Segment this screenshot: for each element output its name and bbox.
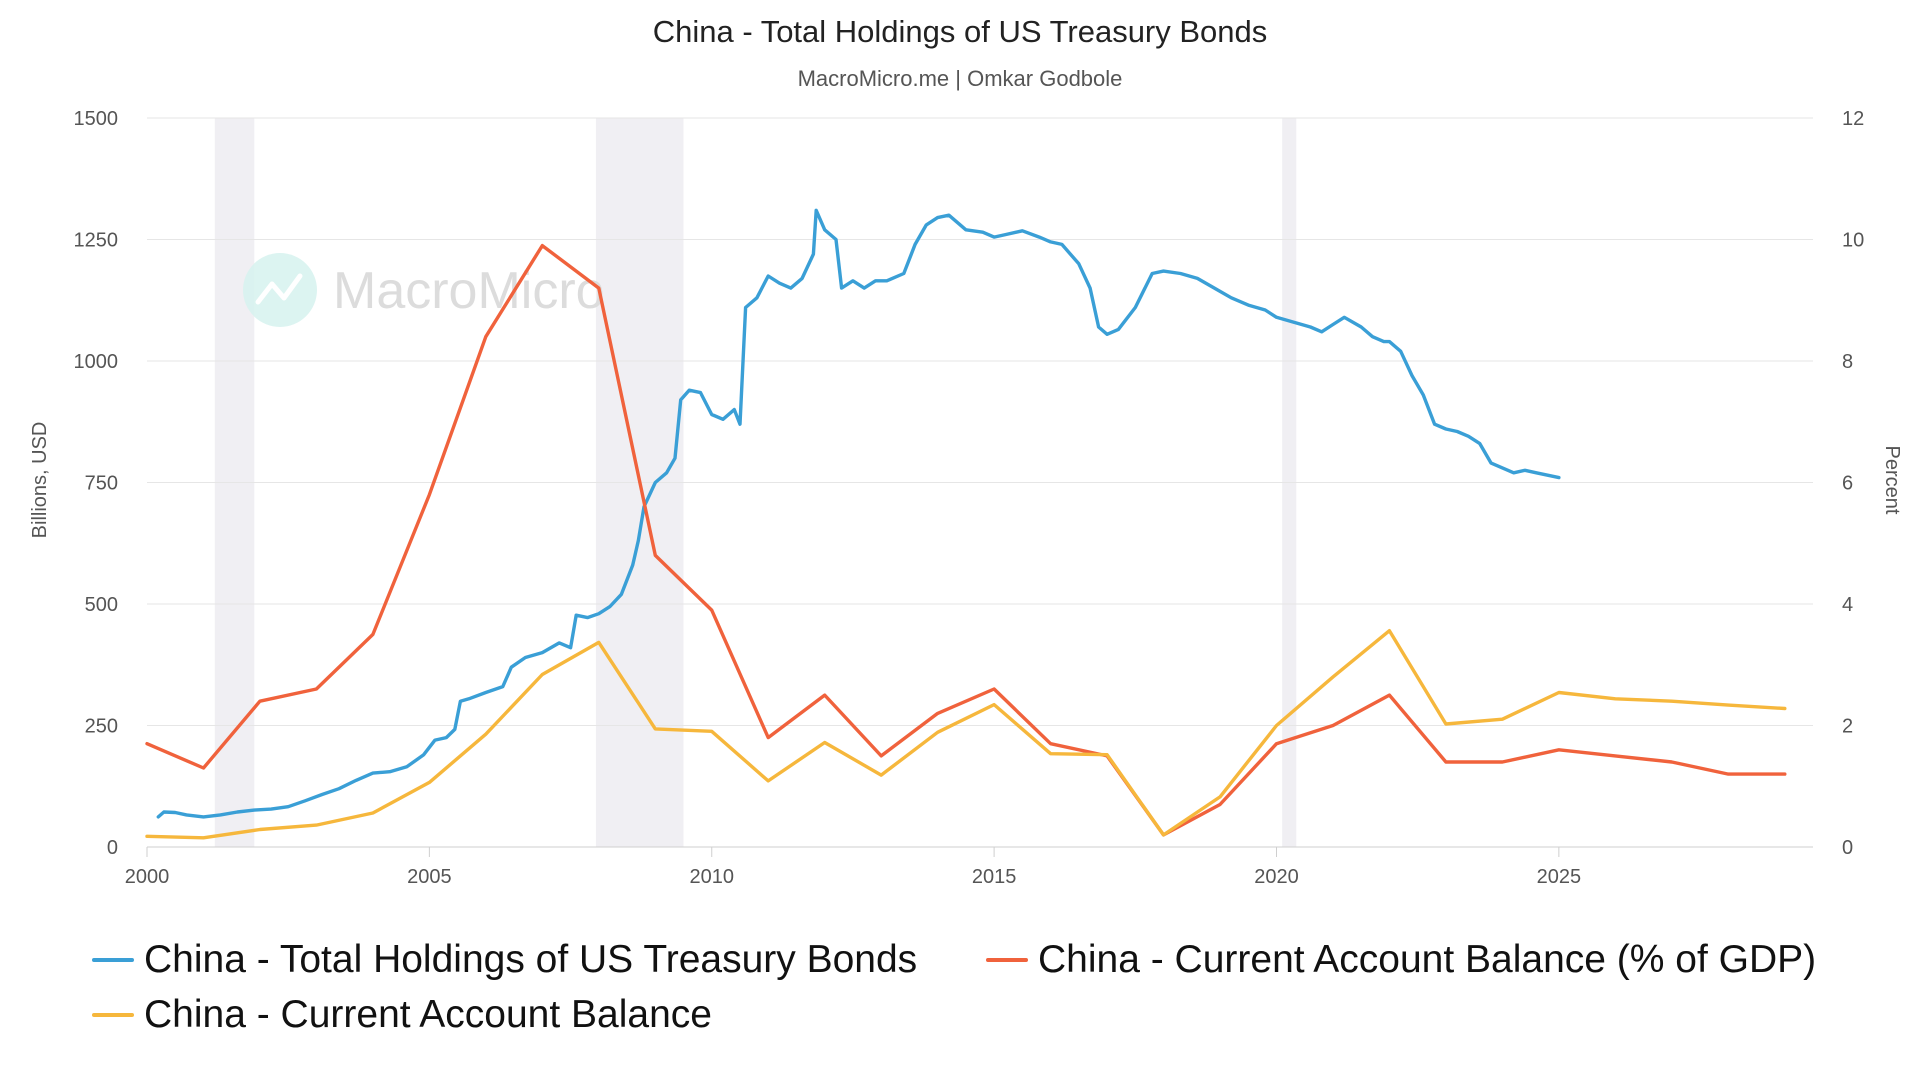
grid-group	[147, 117, 1813, 848]
axes-group: 0 250 500 750 1000 1250 1500 0 2 4 6 8 10 12 2000 2005 2…	[74, 108, 1865, 888]
y-left-tick-label: 1250	[74, 230, 119, 252]
x-tick-label: 2025	[1537, 866, 1582, 888]
y-left-tick-label: 500	[85, 594, 118, 616]
y-right-tick-label: 2	[1842, 716, 1853, 738]
legend-swatch-ca-gdp	[986, 958, 1028, 962]
y-right-tick-label: 8	[1842, 351, 1853, 373]
x-tick-label: 2015	[972, 866, 1017, 888]
series-group	[145, 208, 1787, 840]
series-line-1	[145, 243, 1787, 837]
y-left-tick-label: 1000	[74, 351, 119, 373]
legend-swatch-ca	[92, 1013, 134, 1017]
legend-label-treasury: China - Total Holdings of US Treasury Bo…	[144, 938, 918, 981]
watermark-text: MacroMicro	[333, 262, 605, 320]
chart-title: China - Total Holdings of US Treasury Bo…	[652, 14, 1268, 49]
legend-item-ca-balance[interactable]: China - Current Account Balance	[92, 993, 712, 1037]
watermark-group: MacroMicro	[243, 253, 605, 327]
y-left-tick-label: 750	[85, 473, 118, 495]
y-axis-right-label: Percent	[1881, 446, 1903, 515]
legend-label-ca-gdp: China - Current Account Balance (% of GD…	[1038, 938, 1817, 981]
y-left-tick-label: 250	[85, 716, 118, 738]
series-line-0	[156, 208, 1561, 819]
y-right-tick-label: 0	[1842, 837, 1853, 859]
y-right-tick-label: 4	[1842, 594, 1853, 616]
y-left-tick-label: 1500	[74, 108, 119, 130]
y-right-tick-label: 10	[1842, 230, 1864, 252]
x-tick-label: 2010	[689, 866, 734, 888]
y-axis-left-label: Billions, USD	[29, 422, 51, 539]
watermark-logo-mark	[255, 273, 303, 305]
series-line-2	[145, 629, 1787, 840]
chart-plot: MacroMicro 0 250 500 750 1000 1250 1500 0 2 4 6 8 10…	[29, 108, 1903, 888]
legend-item-ca-balance-gdp[interactable]: China - Current Account Balance (% of GD…	[986, 938, 1816, 982]
y-right-tick-label: 6	[1842, 473, 1853, 495]
legend-item-treasury-holdings[interactable]: China - Total Holdings of US Treasury Bo…	[92, 938, 917, 982]
y-right-tick-label: 12	[1842, 108, 1864, 130]
legend-swatch-treasury	[92, 958, 134, 962]
x-tick-label: 2020	[1254, 866, 1299, 888]
x-tick-label: 2000	[125, 866, 170, 888]
y-left-tick-label: 0	[107, 837, 118, 859]
legend-label-ca: China - Current Account Balance	[144, 993, 712, 1036]
chart-subtitle: MacroMicro.me | Omkar Godbole	[797, 66, 1123, 91]
x-tick-label: 2005	[407, 866, 452, 888]
